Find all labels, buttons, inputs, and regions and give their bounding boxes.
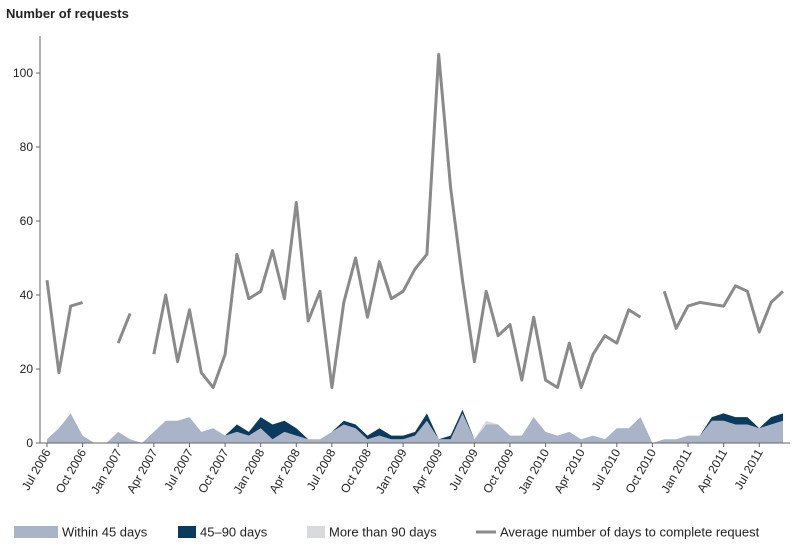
- y-tick-label: 20: [20, 362, 34, 376]
- legend-swatch-2: [307, 526, 325, 538]
- x-tick-label: Jul 2010: [589, 446, 624, 493]
- legend-swatch-1: [178, 526, 196, 538]
- legend-label-0: Within 45 days: [62, 525, 148, 540]
- stacked-areas: [47, 409, 783, 443]
- x-tick-label: Jan 2009: [373, 446, 410, 496]
- x-tick-label: Apr 2007: [124, 446, 161, 495]
- x-tick-label: Jul 2007: [161, 446, 196, 493]
- x-tick-label: Oct 2006: [53, 446, 90, 495]
- y-tick-label: 0: [26, 436, 33, 450]
- x-tick-label: Oct 2009: [480, 446, 517, 495]
- y-tick-label: 40: [20, 288, 34, 302]
- legend-label-2: More than 90 days: [329, 525, 437, 540]
- x-tick-label: Jul 2008: [304, 446, 339, 493]
- y-tick-label: 80: [20, 140, 34, 154]
- x-tick-label: Jan 2008: [230, 446, 267, 496]
- legend-swatch-0: [14, 526, 58, 538]
- average-days-line: [45, 53, 785, 389]
- x-tick-label: Apr 2008: [266, 446, 303, 495]
- x-tick-label: Apr 2010: [551, 446, 588, 495]
- x-tick-label: Oct 2008: [338, 446, 375, 495]
- legend-label-1: 45–90 days: [200, 525, 268, 540]
- x-tick-label: Apr 2009: [409, 446, 446, 495]
- x-tick-label: Oct 2007: [195, 446, 232, 495]
- area-series-0: [47, 413, 783, 443]
- x-tick-label: Oct 2010: [623, 446, 660, 495]
- y-tick-label: 60: [20, 214, 34, 228]
- x-tick-label: Jan 2011: [658, 446, 695, 495]
- line-series-average: [45, 53, 785, 389]
- x-tick-label: Jul 2009: [446, 446, 481, 493]
- y-tick-label: 100: [13, 66, 33, 80]
- x-tick-label: Jan 2007: [88, 446, 125, 496]
- legend-label-3: Average number of days to complete reque…: [500, 525, 760, 540]
- x-tick-label: Jul 2011: [731, 446, 766, 492]
- legend: Within 45 days 45–90 days More than 90 day…: [14, 525, 760, 540]
- y-axis-title: Number of requests: [6, 6, 129, 21]
- axes: [39, 36, 790, 444]
- x-tick-label: Apr 2011: [694, 446, 730, 495]
- y-ticks: 0 20 40 60 80 100: [13, 66, 40, 450]
- x-tick-label: Jan 2010: [515, 446, 552, 496]
- x-tick-label: Jul 2006: [19, 446, 54, 493]
